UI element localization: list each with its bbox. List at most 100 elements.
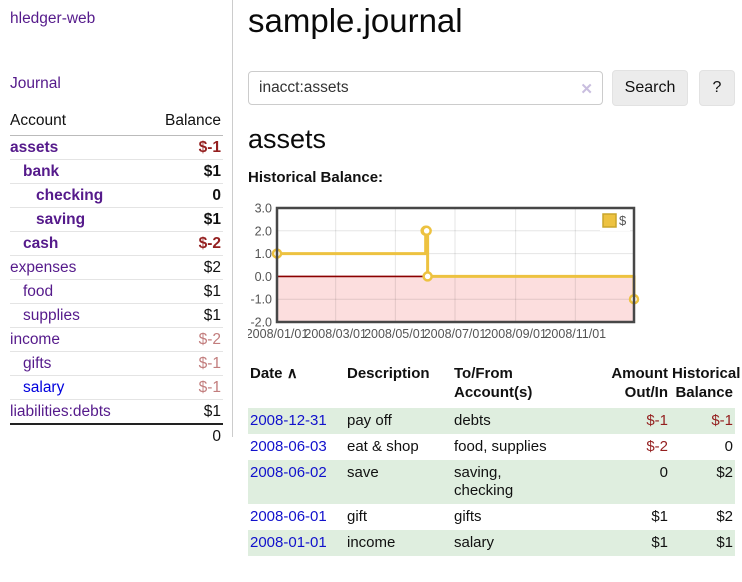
account-row: saving $1	[10, 207, 223, 232]
register-accounts: debts	[454, 412, 491, 429]
y-axis-tick-label: 3.0	[255, 202, 272, 216]
register-date-link[interactable]: 2008-06-03	[250, 438, 327, 455]
register-amount: $1	[651, 508, 668, 525]
sidebar-account-balance: $1	[146, 303, 223, 328]
sidebar-item-journal[interactable]: Journal	[10, 75, 61, 92]
search-bar: ✕ Search ?	[248, 70, 735, 106]
accounts-header-balance: Balance	[146, 109, 223, 136]
account-row: cash $-2	[10, 231, 223, 256]
account-row: checking 0	[10, 183, 223, 208]
account-row: salary $-1	[10, 375, 223, 400]
accounts-table: Account Balance assets $-1 bank $1 checking 0…	[10, 109, 223, 448]
register-date-link[interactable]: 2008-06-02	[250, 464, 327, 481]
sidebar-account-balance: $2	[146, 255, 223, 280]
register-balance: $1	[670, 530, 735, 556]
sidebar-account-link[interactable]: cash	[23, 235, 59, 252]
x-axis-tick-label: 2008/11/01	[544, 327, 606, 341]
sort-ascending-icon: ∧	[286, 365, 298, 382]
sidebar-account-balance: 0	[146, 183, 223, 208]
chart-label: Historical Balance:	[248, 169, 384, 186]
sidebar-account-link[interactable]: salary	[23, 379, 65, 396]
sidebar-account-balance: $-2	[146, 231, 223, 256]
x-axis-tick-label: 2008/07/01	[424, 327, 487, 341]
account-row: liabilities:debts $1	[10, 399, 223, 425]
register-amount: $1	[598, 530, 670, 556]
register-accounts: salary	[454, 534, 495, 551]
help-button[interactable]: ?	[699, 70, 735, 106]
data-point-marker	[422, 271, 433, 282]
sidebar-account-link[interactable]: bank	[23, 163, 60, 180]
register-balance: $2	[670, 460, 735, 504]
app-title[interactable]: hledger-web	[10, 10, 96, 27]
register-row: 2008-06-02 save saving, checking 0 $2	[248, 460, 735, 504]
register-amount: $-2	[646, 438, 668, 455]
register-row: 2008-06-01 gift gifts $1 $2	[248, 504, 735, 530]
sidebar-account-link[interactable]: food	[23, 283, 54, 300]
y-axis-tick-label: -2.0	[250, 316, 272, 330]
register-row: 2008-12-31 pay off debts $-1 $-1	[248, 408, 735, 434]
search-button[interactable]: Search	[612, 70, 688, 106]
register-description: pay off	[345, 408, 452, 434]
sidebar-account-link[interactable]: income	[10, 331, 60, 348]
sidebar-account-link[interactable]: supplies	[23, 307, 80, 324]
sidebar-account-link[interactable]: gifts	[23, 355, 52, 372]
x-axis-tick-label: 2008/05/01	[364, 327, 427, 341]
main-panel: sample.journal ✕ Search ? assets Histori…	[246, 0, 741, 582]
x-axis-tick-label: 2008/03/01	[304, 327, 367, 341]
account-row: bank $1	[10, 159, 223, 184]
y-axis-tick-label: 1.0	[255, 247, 272, 261]
sidebar-account-balance: $-1	[146, 351, 223, 376]
account-row: supplies $1	[10, 303, 223, 328]
sidebar-account-link[interactable]: checking	[36, 187, 104, 204]
sidebar-account-balance: $1	[146, 159, 223, 184]
register-accounts: food, supplies	[454, 438, 547, 455]
register-accounts: saving, checking	[454, 464, 514, 499]
chart-svg: $3.0 2.0 1.0 0.0 -1.0 -2.02008/01/012008/03/0…	[246, 202, 640, 341]
sidebar-account-link[interactable]: expenses	[10, 259, 77, 276]
register-header-accounts: To/From Account(s)	[454, 365, 533, 401]
search-box: ✕	[248, 71, 603, 105]
accounts-total-value: 0	[146, 423, 223, 448]
register-description: save	[345, 460, 452, 504]
sidebar-account-balance: $-1	[146, 375, 223, 400]
clear-search-icon[interactable]: ✕	[580, 81, 593, 98]
register-description: income	[345, 530, 452, 556]
sidebar-account-balance: $-2	[146, 327, 223, 352]
register-date-link[interactable]: 2008-01-01	[250, 534, 327, 551]
register-header-description: Description	[347, 365, 430, 382]
register-balance: $-1	[670, 408, 735, 434]
register-description: eat & shop	[347, 438, 419, 455]
register-header-balance: Historical Balance	[672, 365, 741, 401]
register-date-link[interactable]: 2008-12-31	[250, 412, 327, 429]
x-axis-tick-label: 2008/01/01	[248, 327, 308, 341]
register-balance: 0	[724, 438, 733, 455]
register-date-link[interactable]: 2008-06-01	[250, 508, 327, 525]
legend-label: $	[619, 213, 627, 228]
historical-balance-chart: $3.0 2.0 1.0 0.0 -1.0 -2.0 2008/01/01 2008/03/0…	[246, 202, 735, 350]
register-balance: $2	[716, 508, 733, 525]
register-table: Date ∧ Description To/From Account(s) Amo…	[248, 360, 741, 556]
account-row: gifts $-1	[10, 351, 223, 376]
data-point-marker	[421, 225, 432, 237]
sidebar-account-balance: $1	[146, 207, 223, 232]
sidebar: hledger-web Journal Account Balance asse…	[0, 0, 233, 448]
register-amount: $-1	[598, 408, 670, 434]
account-heading: assets	[248, 124, 327, 154]
account-row: food $1	[10, 279, 223, 304]
register-description: gift	[347, 508, 368, 525]
date-header-label: Date	[250, 365, 283, 382]
y-axis-tick-label: 0.0	[255, 270, 272, 284]
page-title: sample.journal	[248, 2, 463, 39]
account-row: expenses $2	[10, 255, 223, 280]
accounts-header-account: Account	[10, 109, 147, 136]
sidebar-account-balance: $-1	[146, 135, 223, 160]
x-axis-tick-label: 2008/09/01	[484, 327, 547, 341]
sidebar-account-balance: $1	[146, 399, 223, 425]
sidebar-account-link[interactable]: liabilities:debts	[10, 403, 111, 420]
sidebar-account-link[interactable]: saving	[36, 211, 86, 228]
register-header-amount: Amount Out/In	[611, 365, 668, 401]
register-accounts: gifts	[454, 508, 482, 525]
search-input[interactable]	[259, 72, 574, 104]
register-header-date[interactable]: Date ∧	[248, 360, 345, 408]
sidebar-account-link[interactable]: assets	[10, 139, 59, 156]
